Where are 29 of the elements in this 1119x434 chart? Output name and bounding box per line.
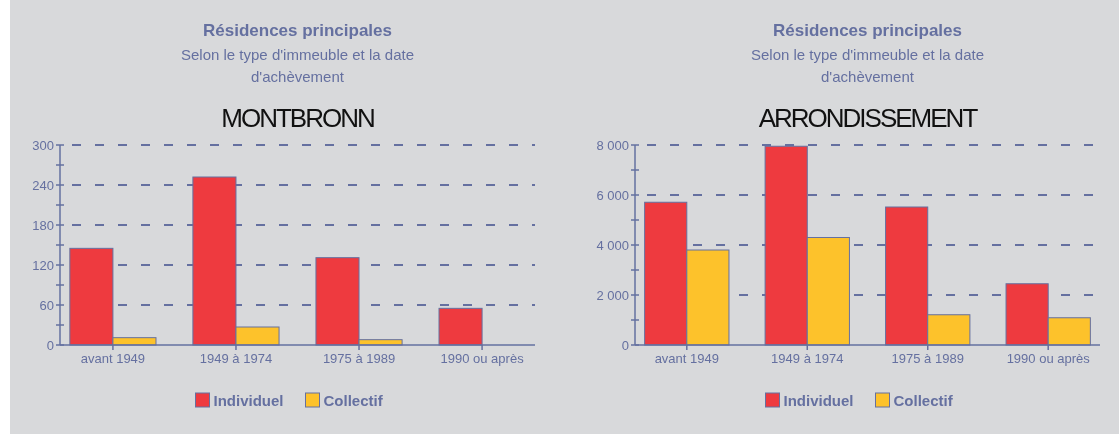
y-tick-label: 8 000 — [596, 138, 629, 153]
y-tick-label: 2 000 — [596, 288, 629, 303]
legend-label: Collectif — [323, 392, 384, 409]
y-tick-label: 300 — [32, 138, 54, 153]
legend-label: Individuel — [783, 392, 854, 409]
x-tick-label: avant 1949 — [654, 351, 719, 366]
x-tick-label: 1949 à 1974 — [199, 351, 273, 366]
x-tick-label: avant 1949 — [80, 351, 146, 366]
chart-subtitle: Selon le type d'immeuble et la date d'achèvement — [750, 46, 985, 85]
x-tick-label: 1949 à 1974 — [771, 351, 844, 366]
y-tick-label: 6 000 — [596, 188, 629, 203]
x-tick-label: 1990 ou après — [1006, 351, 1091, 366]
y-tick-label: 120 — [32, 258, 54, 273]
text: ARRONDISSEMENT — [758, 103, 979, 133]
legend-label: Individuel — [213, 392, 284, 409]
y-tick-label: 4 000 — [596, 238, 629, 253]
x-tick-label: 1975 à 1989 — [891, 351, 964, 366]
y-tick-label: 240 — [32, 178, 54, 193]
x-tick-label: 1990 ou après — [440, 351, 525, 366]
chart-title: Résidences principales — [773, 21, 962, 40]
legend-label: Collectif — [893, 392, 954, 409]
y-tick-label: 60 — [39, 298, 54, 313]
text: MONTBRONN — [221, 103, 374, 133]
x-tick-label: 1975 à 1989 — [322, 351, 396, 366]
chart-title: Résidences principales — [203, 21, 392, 40]
y-tick-label: 0 — [46, 338, 54, 353]
y-tick-label: 0 — [621, 338, 629, 353]
chart-subtitle: Selon le type d'immeuble et la date d'achèvement — [180, 46, 415, 85]
y-tick-label: 180 — [32, 218, 54, 233]
